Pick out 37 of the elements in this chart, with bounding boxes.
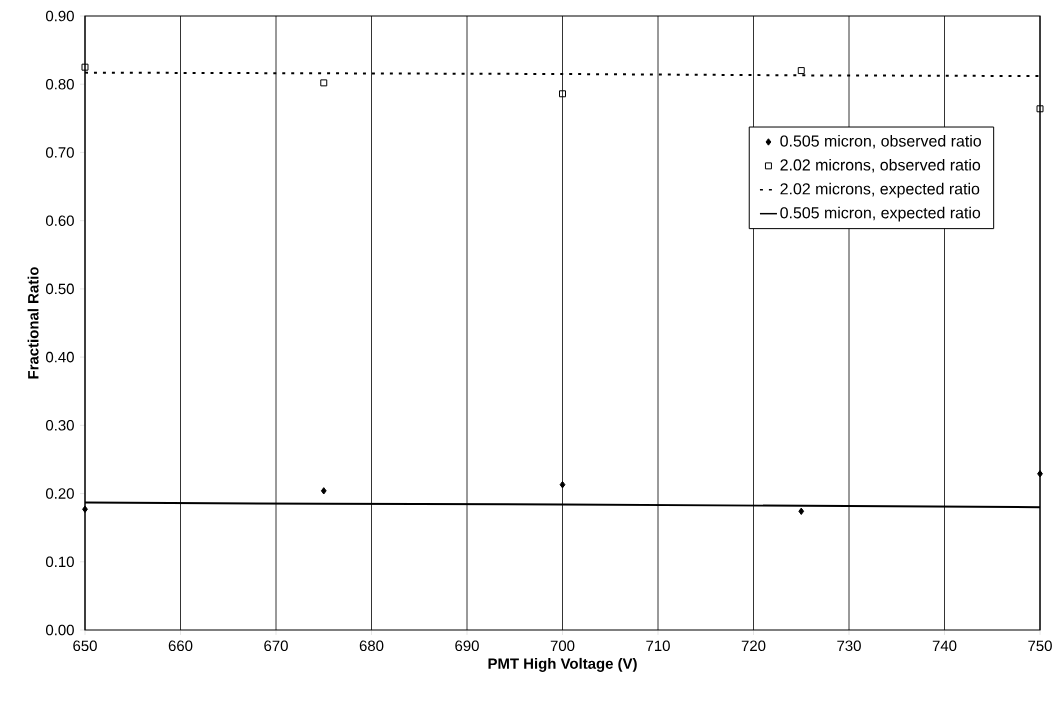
- legend-label: 2.02 microns, expected ratio: [780, 182, 980, 198]
- point: [1037, 470, 1043, 478]
- x-tick-label: 660: [168, 640, 193, 652]
- x-tick-label: 750: [1028, 640, 1052, 652]
- x-tick-label: 710: [646, 640, 670, 652]
- x-tick-label: 650: [73, 640, 97, 652]
- x-axis-title: PMT High Voltage (V): [488, 657, 637, 672]
- y-tick-label: 0.10: [46, 556, 74, 568]
- y-tick-label: 0.90: [46, 10, 74, 22]
- x-tick-label: 740: [932, 640, 957, 652]
- x-tick-label: 700: [550, 640, 575, 652]
- point: [81, 63, 89, 71]
- x-tick-label: 730: [837, 640, 861, 652]
- y-tick-label: 0.50: [46, 283, 74, 295]
- x-tick-label: 720: [741, 640, 766, 652]
- point: [797, 67, 805, 75]
- y-tick-label: 0.00: [46, 624, 74, 636]
- x-tick-label: 690: [455, 640, 479, 652]
- y-axis-title: Fractional Ratio: [27, 267, 39, 379]
- y-tick-label: 0.40: [46, 351, 74, 363]
- y-tick-label: 0.30: [46, 420, 74, 431]
- y-tick-label: 0.80: [46, 78, 74, 90]
- legend-label: 2.02 microns, observed ratio: [780, 158, 981, 173]
- legend-label: 0.505 micron, observed ratio: [780, 134, 981, 149]
- point: [559, 481, 566, 489]
- y-tick-label: 0.20: [46, 488, 74, 499]
- x-tick-label: 680: [359, 640, 384, 652]
- point: [320, 487, 327, 495]
- y-tick-label: 0.70: [46, 147, 74, 158]
- legend-label: 0.505 micron, expected ratio: [780, 206, 981, 222]
- point: [320, 79, 328, 87]
- point: [798, 507, 805, 515]
- point: [82, 505, 88, 513]
- point: [559, 90, 566, 98]
- x-tick-label: 670: [264, 640, 288, 652]
- point: [1036, 105, 1044, 113]
- y-tick-label: 0.60: [46, 215, 74, 226]
